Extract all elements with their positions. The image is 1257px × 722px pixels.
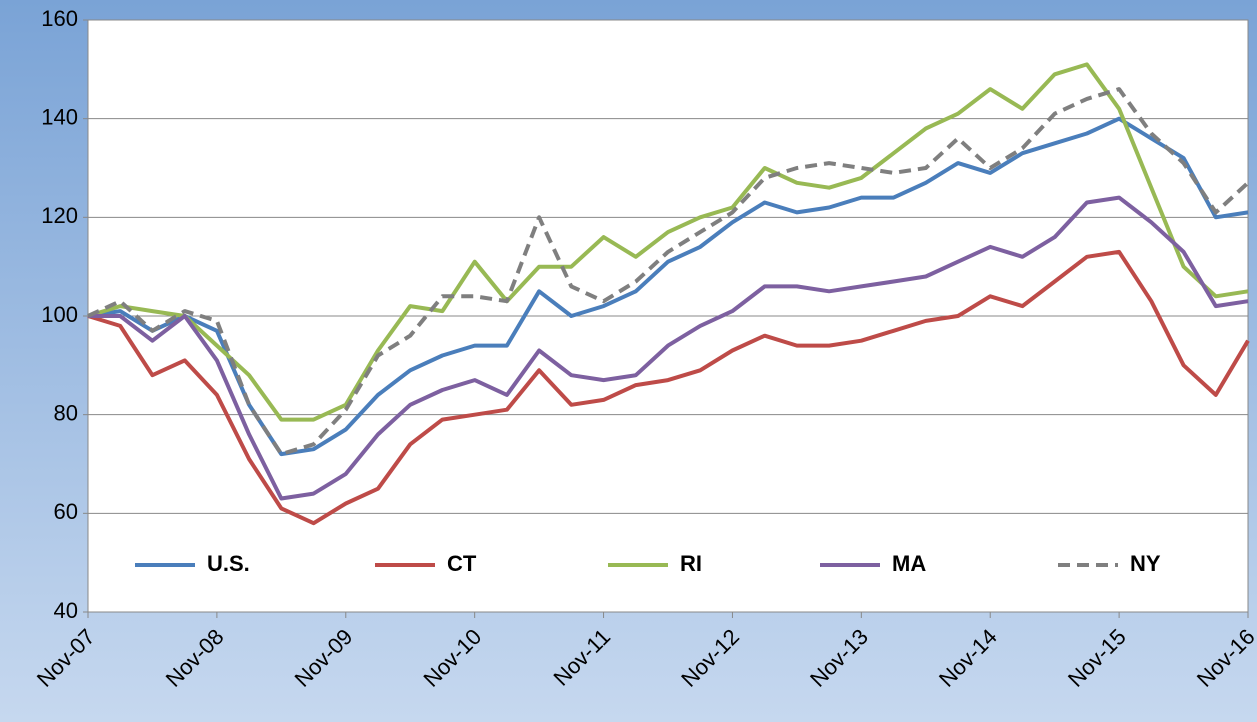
legend-label: CT	[447, 551, 477, 576]
y-tick-label: 100	[41, 302, 78, 327]
series-line	[87, 249, 1250, 526]
legend-label: MA	[892, 551, 926, 576]
y-tick-label: 160	[41, 6, 78, 31]
series-line	[88, 195, 1249, 501]
y-tick-label: 40	[54, 598, 78, 623]
y-tick-label: 80	[54, 400, 78, 425]
y-tick-label: 120	[41, 203, 78, 228]
series-line	[87, 116, 1249, 457]
legend-label: U.S.	[207, 551, 250, 576]
series-line	[87, 62, 1249, 422]
series-line	[87, 87, 1250, 457]
y-tick-label: 60	[54, 499, 78, 524]
legend-label: NY	[1130, 551, 1161, 576]
legend-label: RI	[680, 551, 702, 576]
y-tick-label: 140	[41, 104, 78, 129]
